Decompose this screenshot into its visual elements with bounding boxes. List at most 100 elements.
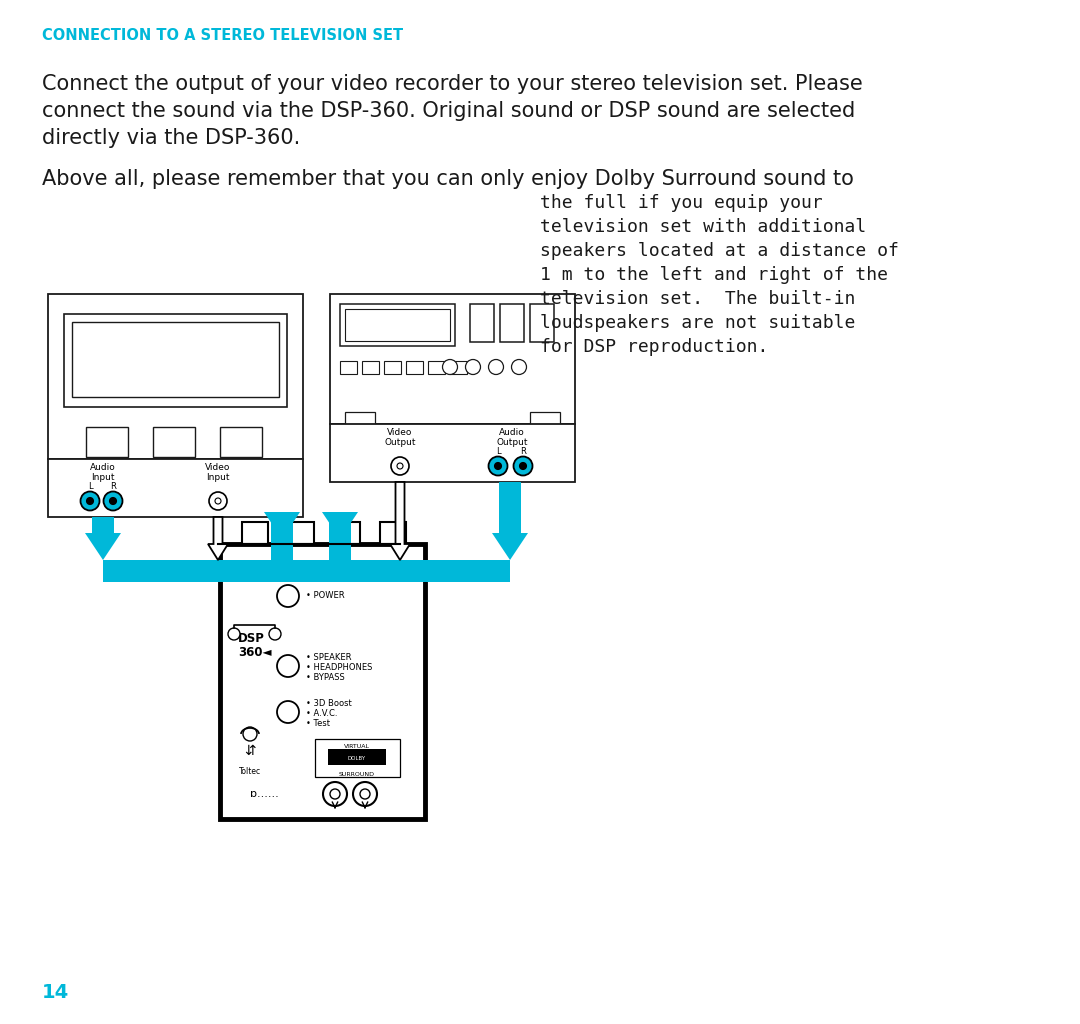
- Circle shape: [512, 359, 527, 375]
- Text: DSP: DSP: [238, 632, 265, 645]
- Circle shape: [104, 492, 122, 511]
- Circle shape: [323, 782, 347, 806]
- Bar: [86, 427, 129, 457]
- Bar: [242, 522, 268, 544]
- Bar: [64, 314, 287, 407]
- Text: • A.V.C.: • A.V.C.: [306, 710, 337, 719]
- Bar: [345, 412, 375, 424]
- Text: CONNECTION TO A STEREO TELEVISION SET: CONNECTION TO A STEREO TELEVISION SET: [42, 28, 403, 43]
- Text: Video
Input: Video Input: [205, 463, 231, 482]
- Circle shape: [215, 498, 221, 504]
- Text: VIRTUAL: VIRTUAL: [345, 744, 370, 749]
- Bar: [340, 304, 455, 346]
- Polygon shape: [208, 517, 228, 560]
- Circle shape: [391, 457, 409, 475]
- Bar: [470, 304, 494, 342]
- Text: • 3D Boost: • 3D Boost: [306, 699, 352, 709]
- Text: Audio
Input: Audio Input: [90, 463, 116, 482]
- Circle shape: [276, 655, 299, 677]
- Text: • Test: • Test: [306, 720, 330, 728]
- Bar: [380, 522, 406, 544]
- Text: • SPEAKER: • SPEAKER: [306, 653, 351, 663]
- Bar: [288, 522, 314, 544]
- Text: television set with additional: television set with additional: [540, 218, 866, 236]
- Circle shape: [353, 782, 377, 806]
- Circle shape: [210, 492, 227, 510]
- Bar: [72, 322, 279, 397]
- Text: • HEADPHONES: • HEADPHONES: [306, 664, 373, 673]
- Text: ⇵: ⇵: [244, 744, 256, 758]
- Text: DOLBY: DOLBY: [348, 757, 366, 762]
- Bar: [220, 427, 262, 457]
- Text: R: R: [110, 482, 116, 490]
- Polygon shape: [492, 534, 528, 560]
- Text: connect the sound via the DSP-360. Original sound or DSP sound are selected: connect the sound via the DSP-360. Origi…: [42, 101, 855, 121]
- Circle shape: [443, 359, 458, 375]
- Bar: [220, 544, 426, 819]
- Circle shape: [465, 359, 481, 375]
- Circle shape: [276, 585, 299, 607]
- Bar: [340, 361, 357, 374]
- Bar: [92, 517, 114, 534]
- Circle shape: [81, 492, 99, 511]
- Bar: [362, 361, 379, 374]
- Bar: [153, 427, 195, 457]
- Circle shape: [228, 628, 240, 640]
- Text: Audio
Output: Audio Output: [496, 428, 528, 447]
- Text: L: L: [496, 447, 500, 456]
- Bar: [530, 412, 561, 424]
- Bar: [315, 739, 400, 777]
- Bar: [271, 512, 293, 582]
- Bar: [328, 749, 386, 765]
- Text: • BYPASS: • BYPASS: [306, 674, 345, 683]
- Bar: [499, 482, 521, 534]
- Circle shape: [269, 628, 281, 640]
- Text: SURROUND: SURROUND: [339, 772, 375, 777]
- Text: L: L: [87, 482, 92, 490]
- Bar: [428, 361, 445, 374]
- Bar: [329, 512, 351, 582]
- Bar: [406, 361, 423, 374]
- Bar: [330, 294, 575, 424]
- Text: Connect the output of your video recorder to your stereo television set. Please: Connect the output of your video recorde…: [42, 74, 863, 94]
- Circle shape: [513, 457, 532, 475]
- Circle shape: [495, 463, 501, 469]
- Text: loudspeakers are not suitable: loudspeakers are not suitable: [540, 314, 855, 332]
- Polygon shape: [85, 534, 121, 560]
- Circle shape: [86, 498, 94, 505]
- Bar: [530, 304, 554, 342]
- Text: 360◄: 360◄: [238, 646, 271, 659]
- Circle shape: [276, 701, 299, 723]
- Bar: [384, 361, 401, 374]
- Text: directly via the DSP-360.: directly via the DSP-360.: [42, 128, 300, 148]
- Text: 14: 14: [42, 983, 69, 1002]
- Bar: [330, 424, 575, 482]
- Text: ⧠  SENNHEISER: ⧠ SENNHEISER: [278, 561, 366, 571]
- Bar: [450, 361, 467, 374]
- Text: for DSP reproduction.: for DSP reproduction.: [540, 338, 768, 356]
- Circle shape: [488, 457, 508, 475]
- Circle shape: [243, 727, 257, 741]
- Text: • POWER: • POWER: [306, 592, 345, 600]
- Bar: [48, 294, 303, 459]
- Text: Toltec: Toltec: [239, 767, 261, 776]
- Circle shape: [397, 463, 403, 469]
- Bar: [334, 522, 360, 544]
- Circle shape: [519, 463, 527, 469]
- Circle shape: [109, 498, 117, 505]
- Bar: [103, 560, 510, 582]
- Text: R: R: [521, 447, 526, 456]
- Circle shape: [330, 790, 340, 799]
- Polygon shape: [390, 482, 410, 560]
- Bar: [500, 304, 524, 342]
- Bar: [48, 459, 303, 517]
- Text: speakers located at a distance of: speakers located at a distance of: [540, 242, 899, 260]
- Text: television set.  The built-in: television set. The built-in: [540, 290, 855, 308]
- Text: the full if you equip your: the full if you equip your: [540, 194, 823, 212]
- Polygon shape: [264, 512, 300, 539]
- Circle shape: [488, 359, 503, 375]
- Circle shape: [360, 790, 370, 799]
- Text: ɒ......: ɒ......: [249, 790, 279, 799]
- Text: Video
Output: Video Output: [384, 428, 416, 447]
- Text: 1 m to the left and right of the: 1 m to the left and right of the: [540, 266, 888, 284]
